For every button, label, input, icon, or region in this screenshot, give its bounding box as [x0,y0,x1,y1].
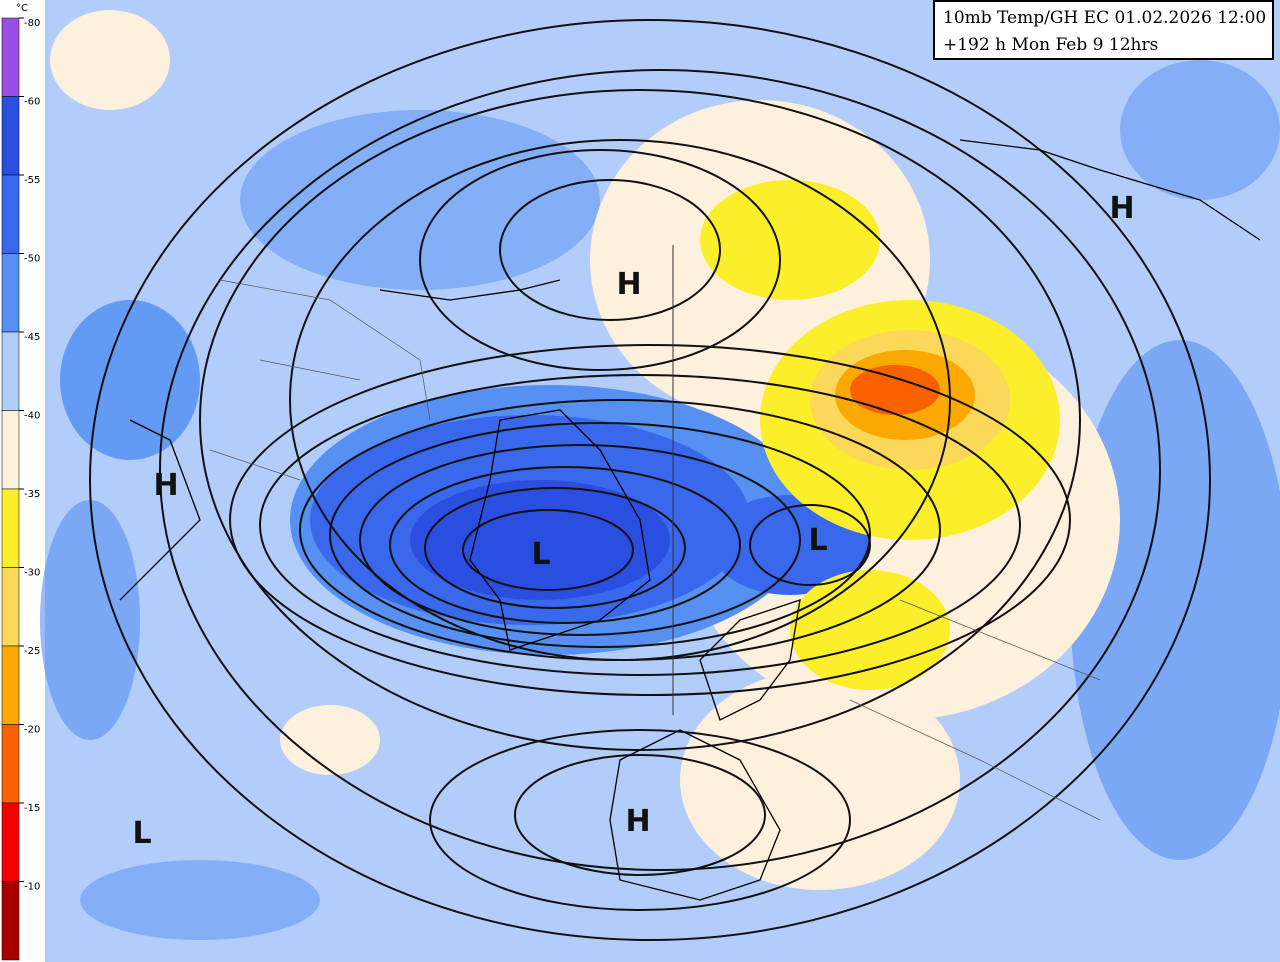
colorbar-band [1,17,20,97]
colorbar-band [1,645,20,725]
pressure-center-label: H [616,267,641,302]
geopotential-contours [89,19,1211,941]
colorbar-band [1,881,20,961]
colorbar-label: -80 [24,18,40,29]
colorbar-band [1,253,20,333]
colorbar-band [1,410,20,490]
colorbar: °C -80 -60 -55 -50 -45 -40 -35 -30 -25 -20 -15 -10 [0,0,45,962]
colorbar-band [1,331,20,411]
colorbar-label: -20 [24,725,40,736]
pressure-center-label: L [531,537,550,572]
colorbar-unit: °C [16,3,28,14]
colorbar-label: -45 [24,332,40,343]
title-line: +192 h Mon Feb 9 12hrs [943,35,1159,55]
pressure-center-label: H [625,804,650,839]
colorbar-label: -35 [24,489,40,500]
colorbar-band [1,96,20,176]
colorbar-label: -55 [24,175,40,186]
colorbar-label: -10 [24,882,40,893]
pressure-center-label: L [808,523,827,558]
colorbar-label: -40 [24,411,40,422]
colorbar-band [1,724,20,804]
colorbar-label: -60 [24,97,40,108]
pressure-center-label: L [132,816,151,851]
title-box: 10mb Temp/GH EC 01.02.2026 12:00 +192 h … [933,0,1274,60]
colorbar-label: -25 [24,646,40,657]
title-line: 10mb Temp/GH EC 01.02.2026 12:00 [943,8,1267,28]
colorbar-label: -15 [24,803,40,814]
temperature-field [40,0,1280,962]
colorbar-band [1,174,20,254]
colorbar-band [1,488,20,568]
coastlines [119,139,1261,901]
colorbar-band [1,567,20,647]
pressure-center-label: H [153,468,178,503]
colorbar-label: -30 [24,568,40,579]
colorbar-band [1,802,20,882]
pressure-center-label: H [1109,191,1134,226]
colorbar-label: -50 [24,254,40,265]
pressure-centers: H H H L L H L [132,191,1134,851]
